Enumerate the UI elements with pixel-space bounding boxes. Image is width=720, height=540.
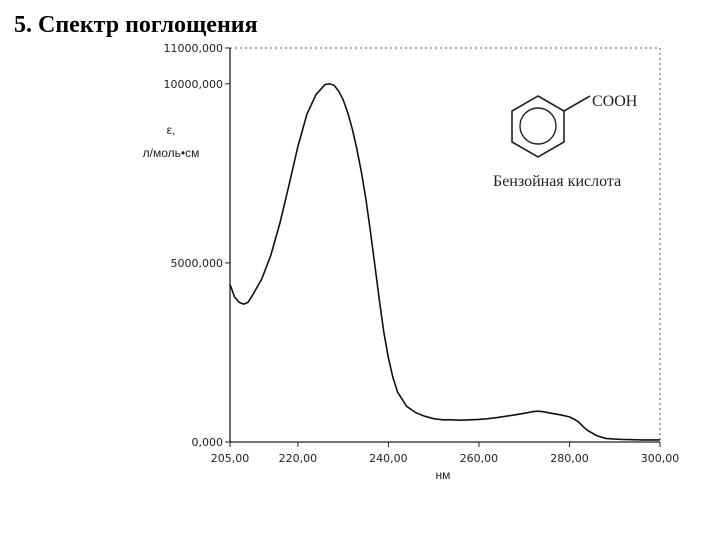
substituent-label: COOH: [592, 93, 638, 110]
aromatic-circle: [519, 107, 557, 145]
x-tick-label: 260,00: [460, 452, 499, 465]
compound-name: Бензойная кислота: [493, 173, 621, 190]
y-tick-label: 11000,000: [164, 42, 224, 55]
y-tick-label: 10000,000: [164, 78, 224, 91]
x-tick-label: 280,00: [550, 452, 589, 465]
x-tick-label: 205,00: [211, 452, 250, 465]
x-tick-label: 300,00: [641, 452, 680, 465]
benzoic-acid-structure: COOH Бензойная кислота: [493, 93, 638, 190]
y-tick-label: 5000,000: [171, 257, 224, 270]
series-line: [229, 82, 660, 441]
substituent-bond: [563, 95, 591, 112]
x-tick-label: 240,00: [369, 452, 408, 465]
y-axis-label-line2: л/моль•см: [143, 146, 200, 160]
slide-title: 5. Спектр поглощения: [14, 12, 258, 38]
x-axis-label: нм: [436, 468, 451, 482]
x-ticks: 205,00 220,00 240,00 260,00 280,00 300,00: [211, 442, 680, 465]
y-axis-label-line1: ε,: [167, 123, 176, 137]
y-tick-label: 0,000: [192, 436, 224, 449]
x-tick-label: 220,00: [279, 452, 318, 465]
plot-frame: [229, 47, 661, 443]
y-ticks: 0,000 5000,000 10000,000 11000,000: [164, 42, 230, 449]
